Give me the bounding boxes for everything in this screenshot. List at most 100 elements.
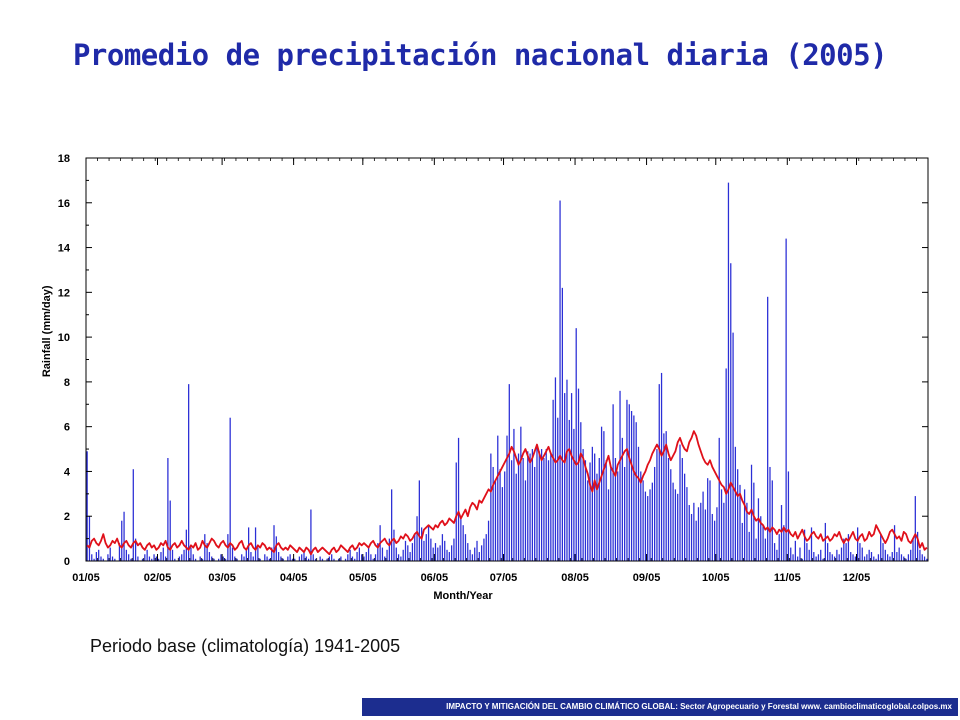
y-tick-label: 12 — [58, 287, 70, 299]
daily-rainfall-bar — [730, 263, 732, 561]
daily-rainfall-bar — [388, 538, 390, 561]
x-tick-label: 08/05 — [561, 572, 589, 584]
daily-rainfall-bar — [750, 464, 753, 561]
daily-rainfall-bar — [670, 469, 672, 561]
daily-rainfall-bar — [633, 415, 635, 561]
daily-rainfall-bar — [529, 453, 531, 561]
daily-rainfall-bar — [301, 554, 303, 561]
y-tick-label: 8 — [64, 377, 70, 389]
y-tick-label: 18 — [58, 153, 70, 165]
daily-rainfall-bar — [494, 480, 497, 561]
daily-rainfall-bar — [790, 547, 792, 561]
daily-rainfall-bar — [434, 543, 437, 561]
daily-rainfall-bar — [914, 496, 916, 561]
daily-rainfall-bar — [169, 500, 171, 561]
daily-rainfall-bar — [697, 507, 700, 561]
daily-rainfall-bar — [753, 482, 755, 561]
daily-rainfall-bar — [358, 547, 360, 561]
daily-rainfall-bar — [427, 525, 430, 561]
daily-rainfall-bar — [667, 458, 670, 561]
daily-rainfall-bar — [441, 534, 444, 561]
daily-rainfall-bar — [118, 543, 121, 561]
daily-rainfall-bar — [517, 453, 520, 561]
daily-rainfall-bar — [257, 547, 259, 561]
daily-rainfall-bar — [485, 534, 487, 561]
daily-rainfall-bar — [277, 552, 280, 561]
daily-rainfall-bar — [356, 552, 358, 561]
daily-rainfall-bar — [402, 549, 404, 561]
daily-rainfall-bar — [683, 473, 686, 561]
daily-rainfall-bar — [264, 554, 266, 561]
daily-rainfall-bar — [810, 527, 813, 561]
daily-rainfall-bar — [137, 556, 139, 561]
daily-rainfall-bar — [748, 531, 750, 561]
daily-rainfall-bar — [480, 545, 483, 561]
daily-rainfall-bar — [840, 547, 843, 561]
daily-rainfall-bar — [882, 543, 884, 561]
daily-rainfall-bar — [603, 431, 605, 561]
daily-rainfall-bar — [183, 549, 185, 561]
daily-rainfall-bar — [831, 554, 833, 561]
daily-rainfall-bar — [827, 543, 829, 561]
daily-rainfall-bar — [188, 384, 190, 561]
daily-rainfall-bar — [536, 446, 538, 561]
daily-rainfall-bar — [395, 547, 397, 561]
daily-rainfall-bar — [192, 554, 194, 561]
daily-rainfall-bar — [363, 556, 365, 561]
daily-rainfall-bar — [741, 522, 743, 561]
daily-rainfall-bar — [347, 554, 349, 561]
daily-rainfall-bar — [220, 554, 222, 561]
daily-rainfall-bar — [649, 489, 651, 561]
daily-rainfall-bar — [760, 516, 762, 561]
y-tick-label: 2 — [64, 511, 70, 523]
daily-rainfall-bar — [538, 451, 540, 561]
daily-rainfall-bar — [109, 547, 111, 561]
daily-rainfall-bar — [349, 549, 351, 561]
x-tick-label: 10/05 — [702, 572, 730, 584]
daily-rainfall-bar — [100, 556, 102, 561]
daily-rainfall-bar — [850, 552, 852, 561]
daily-rainfall-bar — [732, 332, 734, 561]
daily-rainfall-bar — [573, 428, 575, 561]
daily-rainfall-bar — [460, 516, 462, 561]
daily-rainfall-bar — [121, 520, 123, 561]
daily-rainfall-bar — [430, 538, 432, 561]
daily-rainfall-bar — [833, 556, 836, 561]
daily-rainfall-bar — [559, 200, 561, 562]
daily-rainfall-bar — [423, 540, 425, 561]
daily-rainfall-bar — [824, 522, 826, 561]
daily-rainfall-bar — [268, 558, 271, 561]
daily-rainfall-bar — [663, 433, 665, 561]
daily-rainfall-bar — [709, 480, 711, 561]
daily-rainfall-bar — [492, 466, 494, 561]
daily-rainfall-bar — [497, 435, 499, 561]
daily-rainfall-bar — [144, 554, 146, 561]
y-tick-label: 16 — [58, 198, 70, 210]
daily-rainfall-bar — [453, 538, 455, 561]
daily-rainfall-bar — [153, 554, 155, 561]
daily-rainfall-bar — [787, 471, 790, 561]
daily-rainfall-bar — [231, 547, 234, 561]
daily-rainfall-bar — [448, 552, 450, 561]
daily-rainfall-bar — [393, 529, 395, 561]
daily-rainfall-bar — [499, 469, 501, 561]
daily-rainfall-bar — [102, 558, 104, 561]
daily-rainfall-bar — [903, 556, 905, 561]
x-tick-label: 11/05 — [774, 572, 801, 584]
daily-rainfall-bar — [857, 527, 859, 561]
daily-rainfall-bar — [211, 556, 213, 561]
daily-rainfall-bar — [896, 552, 898, 561]
daily-rainfall-bar — [487, 520, 490, 561]
daily-rainfall-bar — [681, 458, 683, 561]
daily-rainfall-bar — [134, 538, 137, 561]
daily-rainfall-bar — [365, 552, 367, 561]
daily-rainfall-bar — [185, 529, 187, 561]
daily-rainfall-bar — [612, 404, 614, 561]
daily-rainfall-bar — [310, 509, 312, 561]
daily-rainfall-bar — [234, 556, 236, 561]
daily-rainfall-bar — [564, 393, 566, 561]
x-tick-label: 06/05 — [421, 572, 449, 584]
daily-rainfall-bar — [432, 547, 434, 561]
y-tick-label: 10 — [58, 332, 70, 344]
daily-rainfall-bar — [656, 449, 658, 561]
